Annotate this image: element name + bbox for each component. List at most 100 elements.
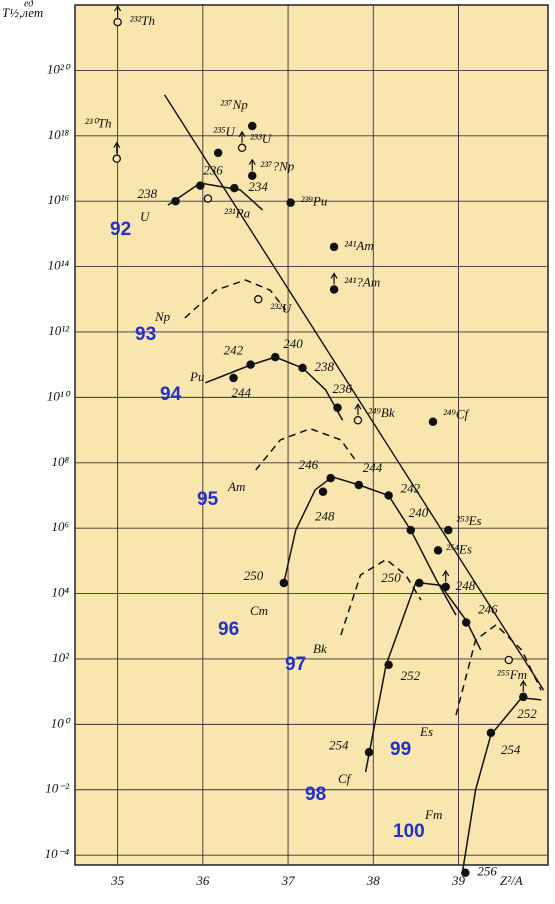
- data-point: [171, 196, 180, 206]
- y-tick-label: 10⁻²: [45, 781, 70, 796]
- limit-arrow-head: [114, 4, 122, 12]
- data-point: [406, 525, 416, 535]
- element-curve: [255, 427, 357, 471]
- element-symbol: Bk: [313, 641, 327, 656]
- point-label: 238: [315, 359, 335, 374]
- data-point: [329, 285, 339, 294]
- point-label: 238: [138, 186, 158, 201]
- point-label: 254: [501, 742, 521, 757]
- point-label: ²³⁷?Np: [260, 159, 294, 174]
- element-symbol: U: [140, 209, 151, 224]
- data-point: [329, 242, 339, 252]
- plot-area: [74, 4, 549, 866]
- element-number: 94: [160, 384, 182, 405]
- data-point: [229, 373, 238, 383]
- element-curve: [205, 356, 344, 421]
- data-point: [486, 728, 496, 738]
- data-point: [333, 403, 342, 413]
- point-label: 252: [517, 706, 537, 721]
- point-label: ²⁴⁹Bk: [368, 405, 395, 420]
- data-point: [384, 491, 393, 500]
- element-symbol: Am: [227, 479, 245, 494]
- point-label: ²⁴⁹Cf: [443, 407, 471, 422]
- y-tick-label: 10⁴: [51, 585, 69, 600]
- data-point: [353, 415, 363, 425]
- data-point: [504, 655, 514, 665]
- limit-arrow-head: [354, 403, 362, 410]
- element-curve: [184, 279, 287, 319]
- y-tick-label: 10¹⁸: [48, 127, 70, 142]
- data-point: [364, 748, 374, 757]
- limit-arrow-head: [113, 141, 121, 148]
- x-tick-label: 36: [195, 873, 210, 888]
- data-point: [384, 660, 393, 670]
- point-label: ²⁵⁴Es: [446, 541, 472, 556]
- point-label: 240: [409, 505, 429, 520]
- point-label: ²³⁵U: [213, 124, 236, 139]
- element-number: 99: [390, 739, 411, 760]
- element-curve: [340, 558, 422, 636]
- point-label: 234: [248, 179, 268, 194]
- limit-arrow-head: [442, 569, 450, 577]
- point-label: ²³¹Pa: [224, 206, 251, 221]
- point-label: ²⁴¹Am: [344, 238, 374, 253]
- data-point: [433, 546, 443, 555]
- data-point: [237, 143, 247, 153]
- data-point: [519, 692, 528, 702]
- data-point: [248, 121, 257, 131]
- point-label: 246: [478, 602, 498, 617]
- data-point: [354, 480, 364, 490]
- limit-arrow-head: [248, 158, 256, 166]
- point-label: ²³⁰Th: [85, 116, 112, 131]
- point-label: 244: [363, 460, 383, 475]
- element-number: 98: [305, 784, 326, 805]
- x-tick-label: 37: [281, 873, 296, 888]
- trend-line: [163, 94, 545, 691]
- point-label: 240: [283, 336, 303, 351]
- x-tick-label: 39: [451, 873, 466, 888]
- data-point: [246, 360, 255, 369]
- point-label: 242: [401, 480, 421, 495]
- y-tick-label: 10²⁰: [47, 61, 71, 76]
- element-curve: [167, 182, 264, 211]
- element-curve: [455, 623, 542, 716]
- element-number: 100: [393, 821, 425, 842]
- point-label: ²⁴¹?Am: [344, 274, 380, 289]
- point-label: 252: [401, 668, 421, 683]
- point-label: ²³⁹Pu: [301, 194, 328, 209]
- element-symbol: Pu: [189, 369, 205, 384]
- point-label: ²³²U: [270, 300, 293, 315]
- data-point: [230, 183, 239, 193]
- y-tick-label: 10⁰: [51, 715, 71, 730]
- data-point: [461, 618, 471, 627]
- element-symbol: Np: [154, 309, 171, 324]
- x-tick-label: 38: [366, 873, 381, 888]
- point-label: 248: [456, 578, 476, 593]
- data-point: [415, 578, 424, 588]
- point-label: ²⁵³Es: [456, 513, 481, 528]
- point-label: ²⁵⁵Fm: [497, 667, 527, 682]
- limit-arrow-head: [238, 130, 246, 138]
- element-symbol: Es: [419, 724, 433, 739]
- element-number: 96: [218, 619, 239, 640]
- y-tick-label: 10¹²: [48, 323, 70, 338]
- data-point: [428, 417, 438, 426]
- data-point: [271, 352, 280, 362]
- y-tick-label: 10²: [52, 650, 70, 665]
- y-tick-label: 10¹⁴: [48, 258, 70, 273]
- data-point: [286, 198, 295, 207]
- data-point: [326, 473, 335, 483]
- y-tick-label: 10⁸: [51, 454, 69, 469]
- data-point: [248, 171, 257, 180]
- point-label: ²³³U: [250, 131, 273, 146]
- y-tick-label: 10¹⁰: [47, 388, 71, 403]
- y-tick-label: 10⁻⁴: [45, 846, 70, 861]
- data-point: [444, 525, 453, 535]
- element-number: 93: [135, 324, 156, 345]
- element-number: 92: [110, 219, 131, 240]
- data-point: [318, 487, 328, 496]
- y-tick-label: 10⁶: [51, 519, 69, 534]
- data-point: [279, 578, 289, 588]
- element-symbol: Fm: [424, 807, 442, 822]
